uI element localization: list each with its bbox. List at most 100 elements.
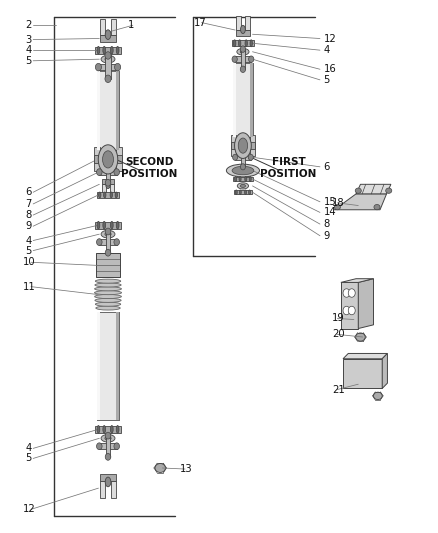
- Ellipse shape: [249, 190, 251, 195]
- Ellipse shape: [110, 46, 113, 54]
- Polygon shape: [102, 179, 114, 184]
- Ellipse shape: [97, 46, 100, 54]
- Bar: [106, 231, 110, 253]
- Ellipse shape: [105, 179, 111, 186]
- Polygon shape: [343, 353, 388, 359]
- Text: 1: 1: [127, 20, 134, 30]
- Ellipse shape: [343, 306, 350, 315]
- Ellipse shape: [232, 56, 237, 62]
- Bar: [116, 312, 119, 420]
- Polygon shape: [102, 184, 106, 197]
- Text: 12: 12: [323, 34, 336, 44]
- Bar: [99, 443, 117, 449]
- Ellipse shape: [115, 192, 117, 198]
- Ellipse shape: [334, 205, 340, 210]
- Ellipse shape: [248, 154, 253, 160]
- Text: 20: 20: [332, 329, 345, 340]
- Ellipse shape: [96, 306, 120, 310]
- Bar: [99, 239, 117, 245]
- Text: 6: 6: [25, 187, 32, 197]
- Ellipse shape: [97, 221, 100, 229]
- Ellipse shape: [114, 239, 120, 246]
- Bar: [235, 155, 251, 160]
- Bar: [95, 47, 120, 54]
- Bar: [97, 71, 119, 150]
- Text: 14: 14: [323, 207, 336, 217]
- Polygon shape: [356, 184, 391, 194]
- Polygon shape: [100, 35, 116, 42]
- Ellipse shape: [245, 40, 247, 47]
- Text: 11: 11: [23, 281, 36, 292]
- Bar: [97, 71, 100, 150]
- Bar: [99, 64, 117, 70]
- Text: 19: 19: [332, 313, 345, 324]
- Ellipse shape: [240, 144, 245, 151]
- Bar: [116, 71, 119, 150]
- Bar: [99, 169, 117, 175]
- Ellipse shape: [105, 232, 111, 236]
- Ellipse shape: [240, 50, 246, 53]
- Ellipse shape: [235, 190, 237, 195]
- Ellipse shape: [106, 181, 110, 189]
- Ellipse shape: [97, 425, 100, 433]
- Bar: [97, 312, 100, 420]
- Polygon shape: [236, 16, 240, 30]
- Ellipse shape: [233, 40, 236, 47]
- Ellipse shape: [235, 176, 237, 182]
- Ellipse shape: [240, 26, 245, 34]
- Text: 4: 4: [323, 45, 330, 55]
- Text: 7: 7: [25, 199, 32, 209]
- Polygon shape: [100, 19, 105, 35]
- Ellipse shape: [232, 166, 254, 175]
- Ellipse shape: [240, 46, 246, 52]
- Bar: [231, 142, 254, 149]
- Bar: [234, 190, 252, 195]
- Ellipse shape: [244, 190, 247, 195]
- Ellipse shape: [355, 188, 361, 193]
- Bar: [105, 55, 111, 79]
- Ellipse shape: [103, 192, 106, 198]
- Ellipse shape: [96, 239, 102, 246]
- Polygon shape: [100, 474, 116, 481]
- Text: 2: 2: [25, 20, 32, 30]
- Ellipse shape: [95, 279, 121, 283]
- Text: 15: 15: [323, 197, 336, 207]
- Text: 8: 8: [323, 219, 330, 229]
- Bar: [250, 63, 253, 136]
- Ellipse shape: [240, 66, 246, 72]
- Bar: [233, 176, 253, 181]
- Bar: [97, 192, 119, 198]
- Ellipse shape: [116, 425, 119, 433]
- Ellipse shape: [238, 40, 241, 47]
- Ellipse shape: [95, 298, 121, 302]
- Text: 4: 4: [25, 443, 32, 454]
- Ellipse shape: [240, 164, 245, 170]
- Ellipse shape: [110, 425, 113, 433]
- Ellipse shape: [374, 205, 380, 210]
- Ellipse shape: [114, 169, 120, 175]
- Text: 8: 8: [25, 210, 32, 220]
- Ellipse shape: [343, 289, 350, 297]
- Ellipse shape: [356, 333, 365, 341]
- Bar: [233, 63, 253, 136]
- Text: 5: 5: [25, 246, 32, 256]
- Ellipse shape: [105, 477, 111, 487]
- Ellipse shape: [105, 158, 111, 165]
- Ellipse shape: [105, 228, 111, 235]
- Ellipse shape: [116, 221, 119, 229]
- Bar: [95, 426, 120, 433]
- Ellipse shape: [103, 425, 106, 433]
- Ellipse shape: [233, 154, 237, 160]
- Ellipse shape: [101, 230, 115, 238]
- Polygon shape: [343, 359, 382, 389]
- Ellipse shape: [238, 138, 247, 153]
- Text: 5: 5: [25, 454, 32, 463]
- Ellipse shape: [249, 176, 251, 182]
- Text: 5: 5: [323, 75, 330, 85]
- Text: 17: 17: [194, 18, 206, 28]
- Bar: [250, 135, 254, 156]
- Ellipse shape: [101, 434, 115, 442]
- Text: 16: 16: [323, 64, 336, 74]
- Ellipse shape: [250, 40, 252, 47]
- Bar: [106, 161, 110, 183]
